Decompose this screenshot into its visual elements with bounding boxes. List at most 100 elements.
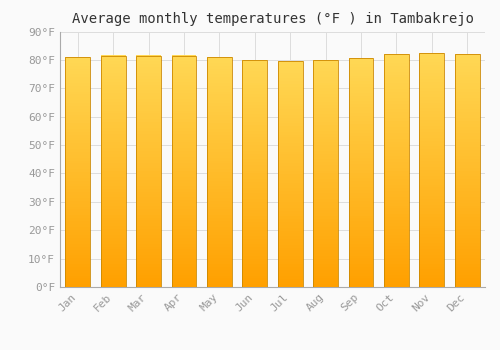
Bar [66, 57, 90, 287]
Bar [313, 142, 338, 145]
Bar [172, 180, 196, 183]
Bar [420, 216, 444, 220]
Bar [278, 267, 302, 270]
Bar [66, 203, 90, 206]
Bar [278, 236, 302, 239]
Bar [420, 140, 444, 143]
Bar [384, 80, 409, 83]
Bar [278, 72, 302, 75]
Bar [313, 102, 338, 105]
Bar [278, 174, 302, 177]
Bar [278, 160, 302, 163]
Bar [172, 226, 196, 229]
Bar [278, 132, 302, 135]
Bar [136, 183, 161, 186]
Bar [420, 143, 444, 146]
Bar [172, 78, 196, 82]
Bar [136, 186, 161, 189]
Bar [172, 61, 196, 64]
Bar [207, 229, 232, 232]
Bar [455, 92, 479, 95]
Bar [207, 91, 232, 95]
Bar [455, 141, 479, 145]
Bar [384, 127, 409, 130]
Bar [278, 168, 302, 172]
Bar [455, 194, 479, 197]
Bar [242, 142, 267, 145]
Bar [384, 202, 409, 205]
Bar [348, 235, 374, 238]
Bar [455, 266, 479, 270]
Bar [313, 164, 338, 168]
Bar [348, 230, 374, 233]
Bar [278, 211, 302, 214]
Bar [384, 269, 409, 272]
Bar [136, 217, 161, 220]
Bar [100, 255, 126, 258]
Bar [348, 164, 374, 167]
Bar [420, 214, 444, 217]
Bar [420, 170, 444, 173]
Bar [100, 125, 126, 128]
Bar [136, 266, 161, 270]
Bar [100, 93, 126, 96]
Bar [66, 235, 90, 238]
Bar [313, 131, 338, 134]
Bar [207, 129, 232, 132]
Bar [278, 261, 302, 265]
Bar [384, 94, 409, 98]
Bar [313, 219, 338, 222]
Bar [66, 201, 90, 204]
Bar [455, 144, 479, 147]
Bar [136, 61, 161, 64]
Bar [172, 191, 196, 195]
Bar [278, 239, 302, 242]
Bar [136, 211, 161, 215]
Bar [313, 122, 338, 125]
Bar [100, 246, 126, 250]
Bar [348, 195, 374, 198]
Bar [207, 264, 232, 267]
Bar [100, 102, 126, 105]
Bar [278, 185, 302, 188]
Bar [172, 264, 196, 267]
Bar [66, 77, 90, 80]
Bar [242, 88, 267, 91]
Bar [100, 58, 126, 61]
Bar [348, 261, 374, 264]
Bar [242, 176, 267, 179]
Bar [278, 247, 302, 250]
Bar [172, 55, 196, 58]
Bar [242, 168, 267, 170]
Bar [384, 252, 409, 255]
Bar [455, 272, 479, 275]
Bar [278, 61, 302, 287]
Bar [455, 65, 479, 69]
Bar [384, 124, 409, 127]
Bar [420, 237, 444, 240]
Bar [278, 273, 302, 276]
Bar [420, 175, 444, 179]
Bar [136, 234, 161, 238]
Bar [348, 270, 374, 273]
Bar [455, 237, 479, 240]
Bar [278, 120, 302, 123]
Bar [278, 278, 302, 281]
Bar [455, 255, 479, 258]
Bar [172, 220, 196, 223]
Bar [66, 85, 90, 89]
Bar [313, 284, 338, 287]
Bar [455, 202, 479, 205]
Bar [100, 266, 126, 270]
Bar [100, 78, 126, 82]
Bar [455, 249, 479, 252]
Bar [313, 62, 338, 65]
Bar [242, 150, 267, 154]
Bar [420, 64, 444, 68]
Bar [66, 195, 90, 198]
Bar [172, 281, 196, 284]
Bar [207, 238, 232, 241]
Bar [136, 270, 161, 273]
Bar [136, 284, 161, 287]
Bar [207, 244, 232, 247]
